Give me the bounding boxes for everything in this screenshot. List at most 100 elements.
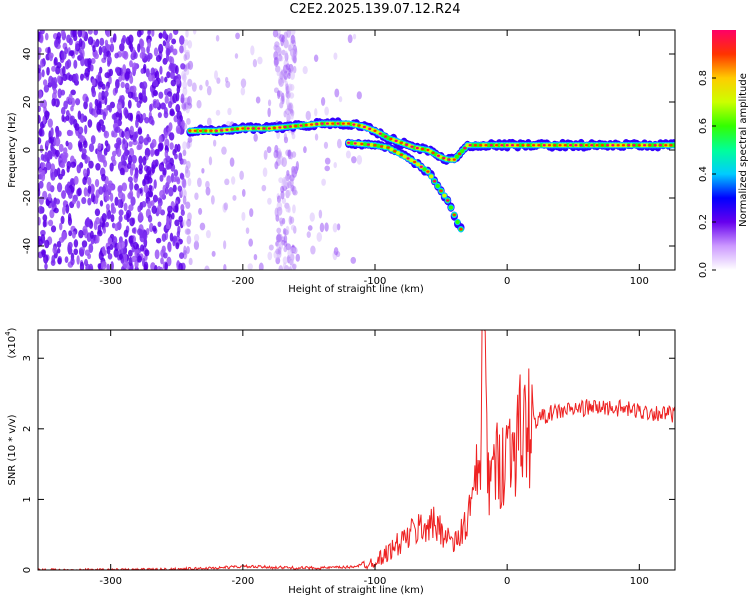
spectrogram-noise-dot [38, 105, 41, 113]
ridge-core [500, 144, 504, 147]
spectrogram-noise-dot [147, 214, 153, 223]
ridge-core [621, 144, 626, 147]
ridge-inner [454, 154, 460, 159]
ridge-inner [362, 142, 368, 147]
ridge-inner [376, 143, 381, 148]
spectrogram-noise-dot [161, 245, 166, 254]
spectrogram-noise-dot [192, 30, 197, 35]
ridge-inner [389, 147, 394, 152]
spectrogram-noise-dot [101, 124, 106, 133]
spectrogram-noise-dot [120, 81, 125, 89]
spectrogram-noise-dot [166, 71, 171, 79]
colorbar-tick-label: 0.0 [698, 262, 709, 278]
spectrogram-noise-dot [136, 188, 141, 199]
spectrogram-noise-dot [103, 130, 110, 139]
spectrogram-noise-dot [124, 130, 130, 140]
spectrogram-noise-dot [157, 112, 162, 119]
spectrogram-y-ticks: -40 -20 0 20 40 [22, 48, 675, 254]
spectrogram-noise-dot [137, 205, 142, 213]
spectrogram-noise-dot [38, 67, 41, 74]
spectrogram-x-tick-label: -100 [364, 276, 387, 287]
spectrogram-noise-dot [91, 89, 97, 98]
spectrogram-noise-dot [82, 176, 87, 186]
ridge-core [568, 144, 573, 147]
spectrogram-noise-dot [276, 45, 281, 54]
spectrogram-noise-dot [167, 242, 172, 253]
spectrogram-noise-dot [104, 95, 108, 106]
spectrogram-noise-dot [110, 261, 114, 270]
spectrogram-noise-dot [116, 101, 123, 111]
spectrogram-noise-dot [179, 35, 185, 46]
spectrogram-noise-dot [73, 248, 79, 256]
ridge-core [373, 144, 377, 147]
spectrogram-noise-dot [44, 32, 49, 41]
ridge-inner [402, 154, 407, 159]
spectrogram-noise-dot [227, 107, 232, 116]
spectrogram-noise-dot [288, 266, 293, 270]
spectrogram-noise-dot [305, 110, 311, 121]
ridge-core [442, 156, 446, 160]
spectrogram-noise-dot [286, 30, 292, 38]
spectrogram-noise-dot [158, 91, 164, 99]
spectrogram-noise-dot [143, 239, 148, 246]
spectrogram-noise-dot [173, 169, 179, 177]
spectrogram-noise-dot [336, 223, 341, 231]
spectrogram-noise-dot [240, 87, 246, 96]
ridge-core [505, 144, 509, 147]
spectrogram-noise-dot [73, 59, 78, 69]
ridge-core [632, 144, 636, 147]
spectrogram-noise-dot [106, 30, 111, 38]
ridge-core [214, 129, 219, 132]
spectrogram-noise-dot [198, 207, 203, 215]
spectrogram-noise-dot [155, 237, 162, 244]
spectrogram-noise-dot [86, 216, 90, 224]
spectrogram-noise-dot [285, 173, 291, 182]
spectrogram-noise-dot [54, 39, 59, 48]
snr-background [38, 330, 675, 570]
spectrogram-noise-dot [89, 230, 94, 239]
spectrogram-noise-dot [128, 235, 133, 244]
snr-x-axis-label: Height of straight line (km) [288, 585, 424, 596]
ridge-core [419, 165, 423, 168]
spectrogram-noise-dot [42, 214, 48, 222]
spectrogram-noise-dot [105, 195, 110, 202]
ridge-inner [671, 143, 675, 148]
spectrogram-noise-dot [53, 88, 58, 95]
spectrogram-noise-dot [122, 64, 127, 75]
spectrogram-noise-dot [61, 231, 66, 242]
spectrogram-noise-dot [215, 109, 221, 116]
spectrogram-ridge [186, 117, 675, 233]
spectrogram-noise-dot [68, 74, 73, 82]
spectrogram-noise-dot [286, 90, 291, 99]
spectrogram-noise-dot [66, 165, 70, 173]
spectrogram-noise-dot [318, 209, 323, 219]
spectrogram-noise-dot [117, 241, 123, 251]
spectrogram-noise-dot [118, 76, 123, 82]
spectrogram-noise-dot [76, 200, 81, 209]
spectrogram-noise-dot [324, 106, 329, 116]
spectrogram-noise-dot [321, 178, 326, 186]
ridge-core [616, 144, 620, 147]
spectrogram-noise-dot [158, 43, 164, 54]
spectrogram-noise-dot [295, 253, 300, 262]
spectrogram-noise-dot [180, 63, 186, 70]
spectrogram-noise-dot [93, 53, 99, 60]
spectrogram-noise-dot [87, 197, 92, 206]
spectrogram-noise-dot [106, 246, 111, 255]
spectrogram-noise-dot [123, 229, 129, 238]
spectrogram-noise-dot [210, 195, 215, 205]
spectrogram-noise-dot [84, 67, 90, 78]
ridge-core [346, 141, 351, 144]
spectrogram-noise-dot [291, 132, 296, 140]
colorbar-tick-label: 0.6 [698, 118, 709, 134]
spectrogram-noise-dot [173, 176, 177, 183]
spectrogram-noise-dot [79, 261, 85, 270]
spectrogram-noise-dot [53, 76, 58, 86]
spectrogram-noise-dot [114, 126, 121, 133]
spectrogram-noise-dot [50, 171, 56, 181]
spectrogram-noise-dot [252, 59, 258, 68]
spectrogram-noise-dot [184, 228, 191, 235]
spectrogram-noise-dot [109, 162, 114, 172]
ridge-core [366, 143, 370, 146]
spectrogram-noise-dot [250, 45, 255, 56]
